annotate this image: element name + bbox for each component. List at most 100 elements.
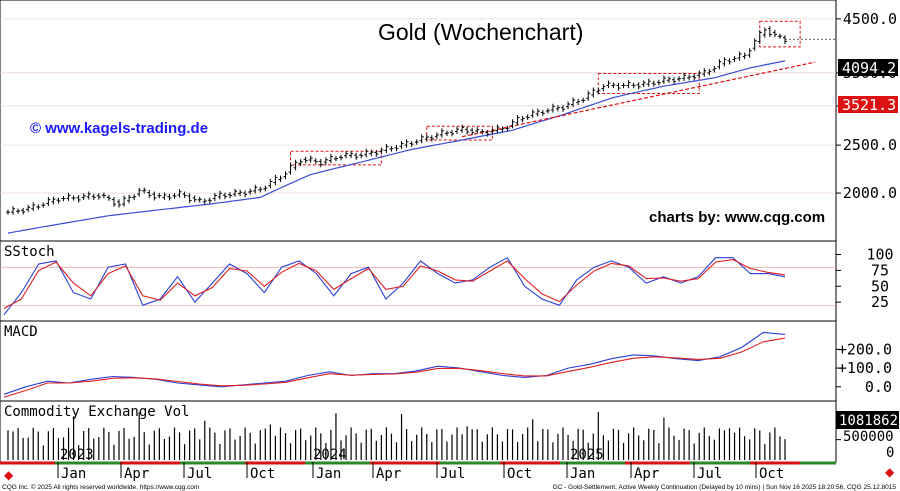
panel-tick-label: 75 [871, 261, 889, 279]
ohlc-bar [253, 184, 258, 194]
consolidation-box [597, 72, 700, 94]
ohlc-bar [162, 192, 167, 200]
ohlc-bar [510, 119, 515, 129]
ohlc-bar [147, 189, 152, 198]
stoch-panel-frame [0, 240, 837, 322]
ohlc-bar [26, 204, 31, 213]
stoch-lines [3, 256, 786, 316]
panel-tick-label: 0.0 [865, 378, 892, 396]
ohlc-bar [666, 76, 671, 83]
month-tick-label: Jul [697, 466, 722, 482]
ohlc-bar [672, 77, 676, 85]
ohlc-bar [31, 202, 36, 212]
year-tick-label: 2023 [60, 447, 94, 463]
ohlc-bar [228, 192, 232, 199]
month-tick-label: Apr [376, 466, 401, 482]
ohlc-bar [621, 82, 626, 89]
ohlc-bar [91, 193, 96, 200]
volume-last-box [836, 411, 899, 429]
ohlc-bar [187, 193, 192, 204]
panel-tick-label: 100 [866, 246, 893, 264]
ohlc-bar [212, 192, 217, 202]
ohlc-bar [86, 191, 91, 200]
source-text: charts by: www.cqg.com [649, 209, 825, 226]
ohlc-bar [303, 156, 308, 164]
ohlc-bar [777, 33, 782, 39]
panel-tick-label: +200.0 [838, 340, 892, 358]
ohlc-bar [460, 124, 465, 133]
ohlc-bar [727, 58, 732, 65]
ohlc-bar [122, 195, 127, 207]
ohlc-bar [202, 198, 207, 205]
ohlc-bar [137, 187, 142, 197]
ohlc-bar [379, 147, 384, 155]
ohlc-bar [596, 88, 601, 95]
month-tick-label: Apr [634, 466, 659, 482]
ohlc-bar [651, 80, 656, 87]
series-line [3, 256, 786, 316]
ohlc-bar [661, 75, 666, 84]
ohlc-bar [339, 154, 343, 161]
volume-panel-title: Commodity Exchange Vol [4, 404, 189, 420]
ohlc-bar [374, 149, 379, 157]
ohlc-bar [752, 38, 757, 51]
ohlc-bar [142, 187, 147, 194]
ohlc-bar [66, 192, 71, 201]
price-panel-frame [0, 0, 837, 242]
ohlc-bar [434, 132, 439, 139]
ohlc-bar [505, 125, 510, 132]
ohlc-bar [611, 82, 616, 89]
volume-last-label: 1081862 [839, 413, 898, 429]
ohlc-bar [11, 206, 16, 215]
ohlc-bar [450, 129, 454, 137]
ohlc-bar [495, 124, 500, 134]
stoch-panel-title: SStoch [4, 244, 55, 260]
month-tick-label: Oct [507, 466, 532, 482]
ohlc-bar [687, 74, 692, 81]
series-line [3, 259, 786, 309]
ohlc-bar [51, 196, 56, 205]
ohlc-bar [732, 56, 737, 63]
ohlc-bar [157, 193, 162, 199]
ohlc-bar [207, 197, 212, 204]
scroll-left-arrow-icon[interactable]: ◆ [4, 468, 14, 482]
ohlc-bar [682, 72, 687, 82]
price-tick-label: 4500.0 [843, 10, 897, 28]
ohlc-bar [222, 192, 227, 200]
ohlc-bar [258, 186, 263, 193]
ohlc-bar [586, 90, 591, 101]
panel-tick-label: 25 [871, 293, 889, 311]
ohlc-bar [6, 209, 10, 215]
ohlc-bar [167, 194, 172, 201]
ohlc-bar [313, 158, 318, 165]
trendline [461, 61, 816, 138]
scroll-right-arrow-icon[interactable]: ◆ [885, 465, 895, 479]
ohlc-bar [132, 194, 137, 200]
ohlc-bar [111, 197, 116, 207]
volume-tick-0: 0 [886, 445, 894, 461]
ohlc-bar [268, 178, 273, 189]
ohlc-bar [117, 199, 121, 208]
year-tick-label: 2025 [570, 447, 604, 463]
ohlc-bar [273, 174, 278, 186]
ohlc-bar [762, 27, 767, 38]
ohlc-bar [71, 195, 76, 201]
macd-panel-frame [0, 320, 837, 402]
ohlc-bar [530, 109, 535, 119]
time-axis: Jan Apr Jul Oct Jan Apr Jul Oct Jan Apr Jul Oct 2023… [0, 447, 836, 482]
year-tick-label: 2024 [313, 447, 347, 463]
ohlc-bar [439, 128, 444, 138]
ohlc-bar [606, 80, 611, 89]
ohlc-bar [656, 79, 661, 86]
ohlc-bar [465, 126, 470, 135]
ohlc-bar [394, 145, 399, 152]
ohlc-bar [566, 101, 571, 110]
ohlc-bar [293, 159, 298, 171]
month-tick-label: Oct [759, 466, 784, 482]
ohlc-bar [485, 130, 490, 137]
panel-tick-label: +100.0 [838, 359, 892, 377]
ohlc-bar [480, 128, 485, 135]
ohlc-bar [288, 163, 293, 175]
ohlc-bar [238, 189, 243, 197]
